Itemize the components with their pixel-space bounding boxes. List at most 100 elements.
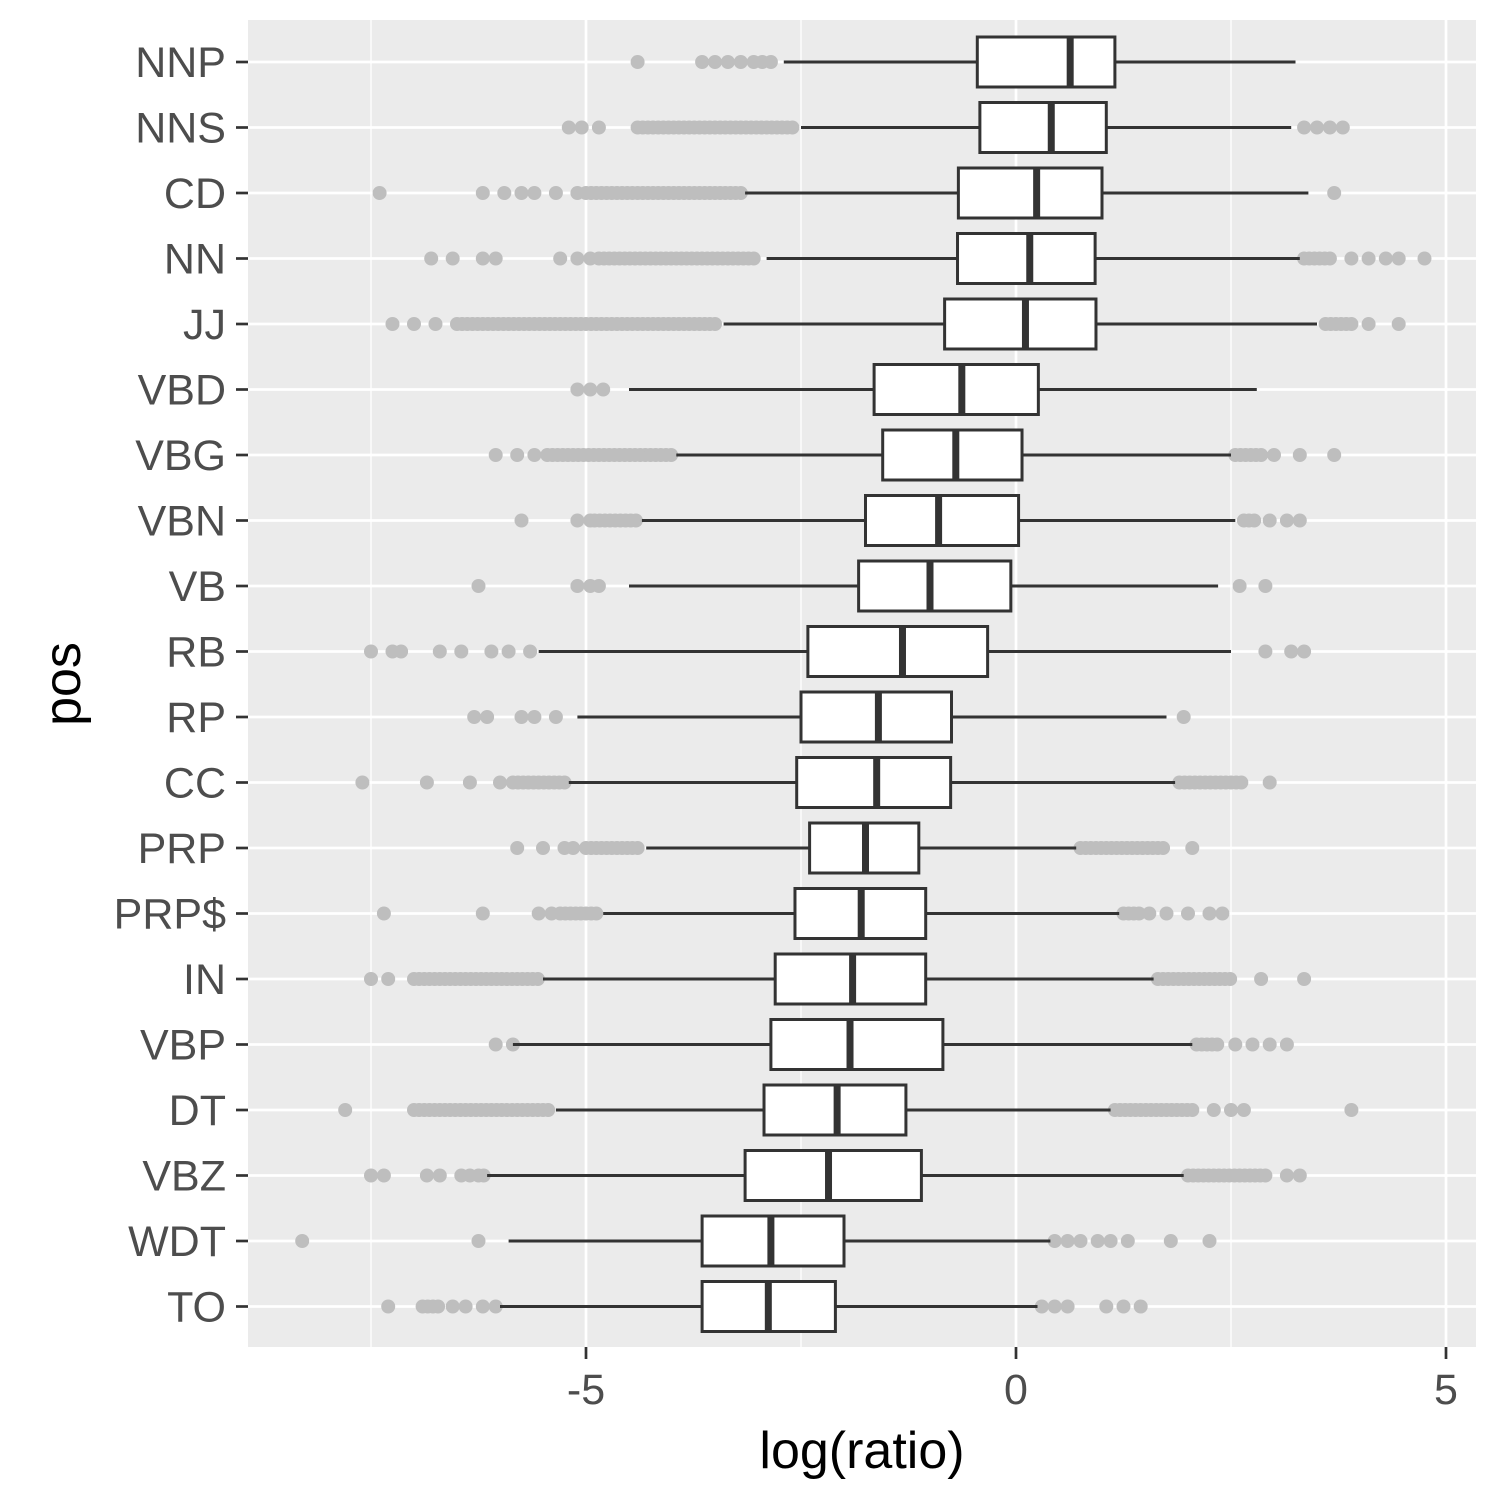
- outlier-point: [1185, 1103, 1200, 1117]
- x-tick-label: 0: [1004, 1366, 1028, 1414]
- outlier-point: [364, 1168, 378, 1183]
- outlier-point: [458, 1299, 473, 1314]
- outlier-point: [1292, 448, 1307, 462]
- outlier-point: [1047, 1234, 1062, 1248]
- outlier-point: [471, 579, 486, 593]
- outlier-point: [541, 1103, 556, 1117]
- outlier-point: [566, 841, 581, 855]
- outlier-point: [557, 775, 572, 790]
- outlier-point: [1310, 120, 1324, 135]
- box-vbd: [570, 363, 1257, 416]
- y-tick-label-vbp: VBP: [140, 1022, 226, 1070]
- outlier-point: [1417, 251, 1432, 266]
- outlier-point: [462, 775, 477, 790]
- outlier-point: [475, 251, 490, 266]
- outlier-point: [1181, 906, 1195, 921]
- outlier-point: [484, 644, 499, 659]
- outlier-point: [561, 120, 576, 135]
- outlier-point: [364, 972, 378, 986]
- outlier-point: [1262, 775, 1277, 790]
- y-tick-label-cc: CC: [164, 760, 226, 808]
- outlier-point: [376, 1168, 391, 1183]
- plot-panel: [248, 20, 1476, 1347]
- outlier-point: [720, 55, 735, 69]
- outlier-point: [1254, 448, 1269, 462]
- outlier-point: [514, 513, 529, 528]
- outlier-point: [424, 251, 439, 266]
- x-tick-label: 5: [1434, 1366, 1458, 1414]
- outlier-point: [1232, 579, 1247, 593]
- outlier-point: [746, 251, 761, 266]
- outlier-point: [548, 710, 563, 724]
- outlier-point: [591, 579, 606, 593]
- x-tick-label: -5: [567, 1366, 605, 1414]
- box-wdt: [295, 1214, 1217, 1268]
- outlier-point: [591, 120, 606, 135]
- outlier-point: [1258, 1168, 1273, 1183]
- outlier-point: [1215, 906, 1230, 921]
- outlier-point: [1361, 251, 1376, 266]
- outlier-point: [488, 448, 503, 462]
- iqr-box: [943, 297, 1098, 351]
- outlier-point: [553, 251, 568, 266]
- outlier-point: [295, 1234, 310, 1248]
- outlier-point: [381, 1299, 396, 1314]
- outlier-point: [1327, 448, 1342, 462]
- outlier-point: [570, 382, 585, 397]
- outlier-point: [1142, 906, 1157, 921]
- outlier-point: [1047, 1299, 1062, 1314]
- box-prp: [510, 821, 1200, 875]
- outlier-point: [527, 186, 542, 200]
- outlier-point: [708, 317, 722, 331]
- outlier-point: [1267, 448, 1281, 462]
- outlier-point: [488, 1299, 503, 1314]
- y-axis: NNP NNS CD NN JJ VBD VBG VBN VB RB RP CC PRP PRP$ IN VB…: [114, 39, 248, 1332]
- outlier-point: [1335, 120, 1350, 135]
- outlier-point: [1247, 513, 1262, 528]
- outlier-point: [1131, 906, 1146, 921]
- y-tick-label-dt: DT: [169, 1087, 226, 1135]
- outlier-point: [1185, 841, 1200, 855]
- outlier-point: [1224, 1103, 1238, 1117]
- outlier-point: [1292, 1168, 1307, 1183]
- y-tick-label-in: IN: [183, 956, 226, 1004]
- outlier-point: [1236, 1103, 1251, 1117]
- outlier-point: [733, 186, 748, 200]
- outlier-point: [355, 775, 370, 790]
- outlier-point: [1099, 1299, 1114, 1314]
- outlier-point: [536, 841, 550, 855]
- outlier-point: [1202, 906, 1217, 921]
- y-tick-label-vbg: VBG: [135, 432, 226, 480]
- box-cc: [355, 756, 1277, 809]
- outlier-point: [454, 644, 469, 659]
- y-tick-label-prpdollar: PRP$: [114, 891, 226, 939]
- y-tick-label-nns: NNS: [135, 105, 226, 153]
- outlier-point: [733, 55, 748, 69]
- outlier-point: [530, 972, 545, 986]
- box-vbp: [488, 1018, 1294, 1071]
- outlier-point: [475, 1299, 490, 1314]
- outlier-point: [523, 644, 538, 659]
- outlier-point: [1163, 1234, 1178, 1248]
- box-vbg: [488, 428, 1342, 482]
- outlier-point: [1156, 841, 1171, 855]
- box-vbz: [364, 1149, 1307, 1202]
- outlier-point: [419, 1168, 434, 1183]
- outlier-point: [1034, 1299, 1049, 1314]
- outlier-point: [574, 120, 589, 135]
- outlier-point: [1344, 251, 1359, 266]
- outlier-point: [1258, 644, 1273, 659]
- outlier-point: [589, 906, 604, 921]
- box-vbn: [514, 494, 1307, 547]
- outlier-point: [785, 120, 800, 135]
- outlier-point: [488, 251, 503, 266]
- outlier-point: [514, 186, 529, 200]
- outlier-point: [1322, 120, 1337, 135]
- iqr-box: [975, 35, 1117, 89]
- outlier-point: [488, 1037, 503, 1052]
- outlier-point: [1060, 1299, 1075, 1314]
- outlier-point: [664, 448, 679, 462]
- outlier-point: [431, 1299, 446, 1314]
- box-nn: [424, 232, 1432, 285]
